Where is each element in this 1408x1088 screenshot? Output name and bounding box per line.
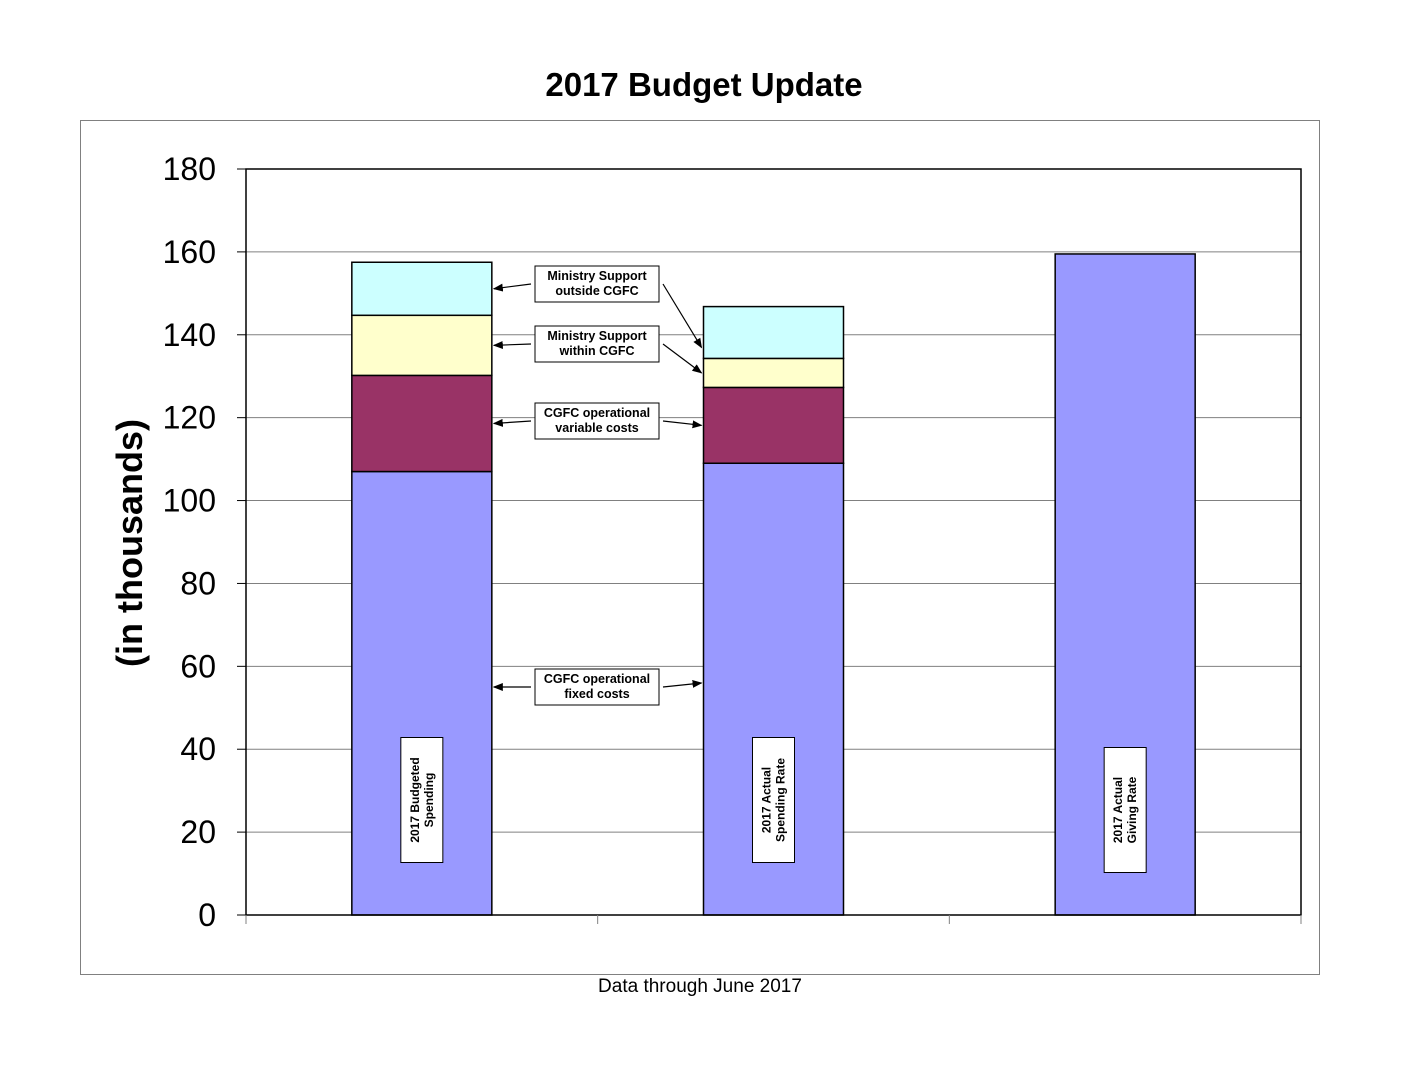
- bar-label-box: [752, 737, 795, 863]
- chart-title: 2017 Budget Update: [545, 66, 863, 103]
- plot-border: [245, 168, 1302, 916]
- bar-segment-1-series-2: [351, 374, 493, 473]
- bar-label-line: 2017 Actual: [1111, 777, 1125, 843]
- y-tick-label: 40: [180, 731, 216, 767]
- bar-segment-1-series-4: [351, 261, 493, 317]
- annotation-text: within CGFC: [559, 344, 635, 358]
- annotation-arrow: [662, 283, 703, 349]
- y-tick-label: 80: [180, 565, 216, 601]
- y-axis-label: (in thousands): [109, 419, 150, 667]
- y-tick-label: 60: [180, 648, 216, 684]
- bar-label-line: Spending: [422, 773, 436, 828]
- annotation-text: fixed costs: [564, 687, 629, 701]
- annotation-arrow: [662, 420, 703, 429]
- annotation-box: [534, 402, 660, 440]
- y-tick-label: 20: [180, 814, 216, 850]
- bar-label-line: 2017 Budgeted: [408, 757, 422, 842]
- bar-label-line: Giving Rate: [1125, 776, 1139, 843]
- bar-segment-2-series-2: [702, 386, 845, 465]
- footnote: Data through June 2017: [598, 976, 802, 997]
- bar-label-line: Spending Rate: [774, 758, 788, 842]
- bar-segment-2-series-3: [702, 357, 845, 389]
- annotation-arrow: [662, 679, 703, 688]
- bar-label: 2017 Actual Giving Rate: [1111, 776, 1139, 843]
- annotation-text: outside CGFC: [555, 284, 638, 298]
- annotation-box: [534, 265, 660, 303]
- annotation-arrow: [492, 341, 532, 350]
- y-tick-label: 0: [198, 897, 216, 933]
- annotation-text: Ministry Support: [547, 329, 647, 343]
- annotation-text: CGFC operational: [544, 406, 650, 420]
- bar-label: 2017 Actual Spending Rate: [760, 758, 788, 842]
- y-tick-label: 120: [163, 400, 216, 436]
- annotation-arrow: [662, 343, 703, 374]
- bar-segment-2-series-4: [702, 305, 845, 360]
- chart-frame: [80, 120, 1320, 975]
- annotation-box: [534, 668, 660, 706]
- bar-label-box: [400, 737, 444, 863]
- y-tick-label: 140: [163, 317, 216, 353]
- y-tick-label: 160: [163, 234, 216, 270]
- bar-label-box: [1103, 747, 1147, 873]
- annotation-arrow: [492, 418, 532, 427]
- annotation-arrow: [492, 283, 532, 292]
- annotation-box: [534, 325, 660, 363]
- bar-segment-1-series-3: [351, 314, 493, 377]
- annotation-text: Ministry Support: [547, 269, 647, 283]
- y-tick-label: 100: [163, 483, 216, 519]
- annotation-text: variable costs: [555, 421, 638, 435]
- bar-label: 2017 Budgeted Spending: [408, 757, 436, 842]
- y-tick-label: 180: [163, 151, 216, 187]
- bars-layer: 2017 Budgeted Spending 2017 Actual Spending…: [351, 253, 1196, 916]
- axis-layer: 0 20 40 60 80 100 120 140 160 180: [163, 151, 1302, 933]
- annotation-text: CGFC operational: [544, 672, 650, 686]
- bar-label-line: 2017 Actual: [760, 767, 774, 833]
